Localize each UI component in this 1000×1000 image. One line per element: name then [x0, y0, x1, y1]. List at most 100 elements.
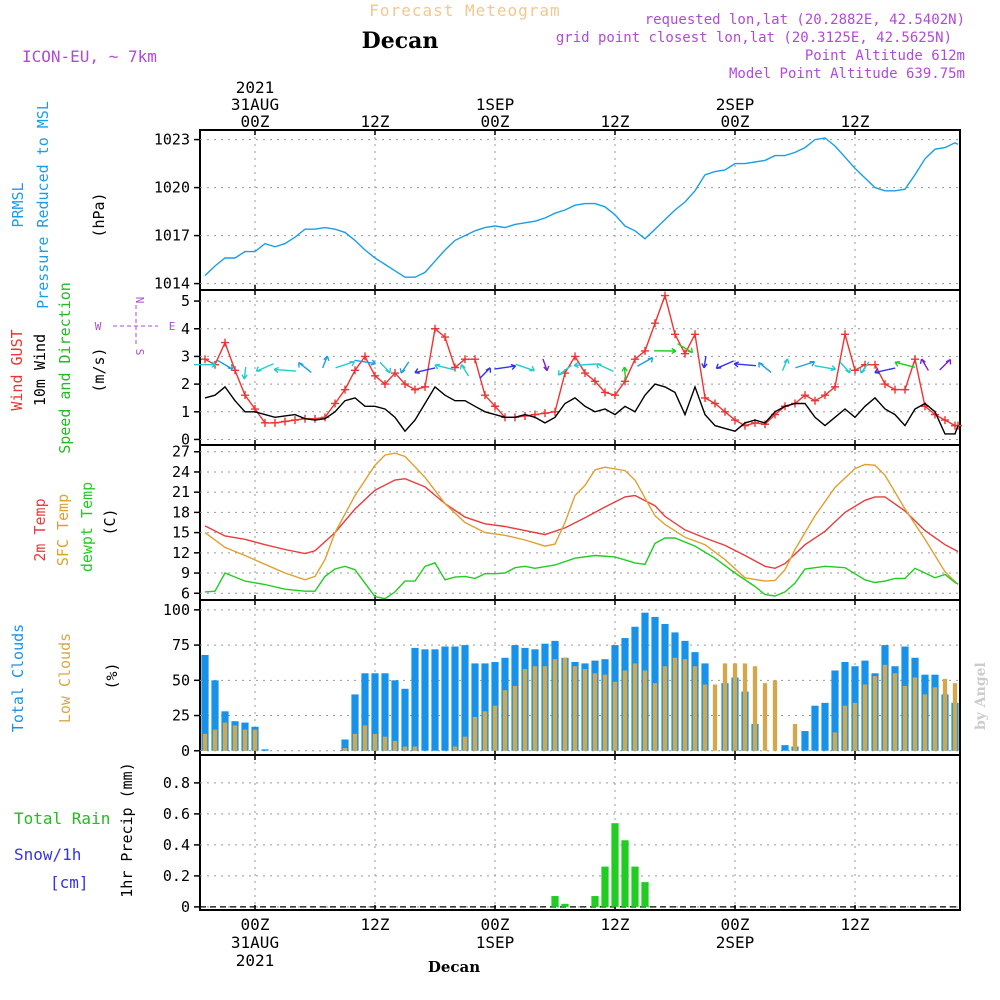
place-title: Decan — [362, 28, 439, 54]
compass-s: S — [133, 349, 146, 356]
low-cloud-bar — [652, 683, 658, 751]
low-cloud-bar — [892, 673, 898, 751]
low-clouds-label: Low Clouds — [56, 633, 74, 723]
y-tick-label: 0 — [181, 742, 190, 760]
snow-cm-label: [cm] — [50, 873, 89, 892]
gust-marker — [361, 352, 369, 361]
low-cloud-bar — [482, 711, 488, 751]
gust-marker — [381, 380, 389, 389]
low-cloud-bar — [562, 657, 568, 751]
low-cloud-bar — [472, 716, 478, 751]
low-cloud-bar — [922, 694, 928, 751]
wind-direction-arrow — [542, 358, 550, 372]
total-clouds-label: Total Clouds — [9, 624, 27, 732]
gust-marker — [901, 385, 909, 394]
series-line-prmsl — [204, 137, 959, 278]
low-cloud-bar — [602, 674, 608, 751]
low-cloud-bar — [462, 736, 468, 751]
y-tick-label: 0.2 — [163, 867, 190, 885]
gust-marker — [461, 355, 469, 364]
pressure-unit-label: (hPa) — [90, 192, 108, 237]
low-cloud-bar — [682, 659, 688, 751]
low-cloud-bar — [842, 705, 848, 751]
wind10-label: 10m Wind — [31, 334, 49, 406]
total-cloud-bar — [431, 649, 439, 751]
low-cloud-bar — [732, 663, 738, 751]
requested-coords: requested lon,lat (20.2882E, 42.5402N) — [645, 12, 965, 28]
low-cloud-bar — [542, 666, 548, 751]
wind-direction-arrow — [573, 361, 596, 369]
time-label-bottom: 12Z — [841, 915, 870, 934]
low-cloud-bar — [212, 729, 218, 751]
gust-marker — [491, 402, 499, 411]
y-tick-label: 3 — [181, 347, 190, 365]
total-cloud-bar — [821, 702, 829, 751]
total-cloud-bar — [391, 680, 399, 751]
total-cloud-bar — [381, 673, 389, 751]
compass-icon: W E N S — [95, 297, 176, 356]
y-tick-label: 24 — [172, 463, 190, 481]
total-cloud-bar — [781, 745, 789, 751]
gust-marker — [611, 391, 619, 400]
y-tick-label: 100 — [163, 601, 190, 619]
low-cloud-bar — [792, 724, 798, 751]
wind-direction-arrow — [322, 355, 330, 369]
low-cloud-bar — [242, 729, 248, 751]
low-cloud-bar — [662, 666, 668, 751]
wind-direction-arrow — [715, 360, 734, 370]
gust-marker — [311, 414, 319, 423]
gust-marker — [341, 385, 349, 394]
time-label-top: 12Z — [841, 112, 870, 131]
gust-marker — [401, 380, 409, 389]
total-cloud-bar — [481, 663, 489, 751]
gust-marker — [881, 380, 889, 389]
low-cloud-bar — [722, 663, 728, 751]
wind-direction-arrow — [814, 365, 837, 372]
temp-unit-label: (C) — [101, 508, 119, 535]
dewpt-label: dewpt Temp — [78, 482, 96, 572]
wind-direction-arrow — [733, 361, 756, 368]
y-tick-label: 0 — [181, 430, 190, 448]
low-cloud-bar — [872, 676, 878, 751]
wind-direction-arrow — [653, 347, 677, 355]
wind-direction-arrow — [479, 367, 492, 379]
gust-marker — [331, 399, 339, 408]
y-tick-label: 1 — [181, 403, 190, 421]
low-cloud-bar — [372, 733, 378, 751]
gust-marker — [551, 407, 559, 416]
gust-marker — [601, 388, 609, 397]
gust-marker — [571, 352, 579, 361]
wind-direction-arrow — [515, 363, 535, 372]
panel-precip — [194, 754, 961, 911]
low-cloud-bar — [522, 669, 528, 751]
wind-side-labels: Wind GUST 10m Wind Speed and Direction (… — [8, 282, 175, 454]
temp-side-labels: 2m Temp SFC Temp dewpt Temp (C) — [31, 482, 119, 572]
low-cloud-bar — [382, 736, 388, 751]
gust-marker — [201, 355, 209, 364]
y-tick-label: 18 — [172, 503, 190, 521]
wind-direction-arrow — [434, 363, 456, 371]
time-label-bottom: 00Z — [481, 915, 510, 934]
gust-marker — [731, 416, 739, 425]
low-cloud-bar — [582, 669, 588, 751]
low-cloud-bar — [532, 666, 538, 751]
gust-label: Wind GUST — [8, 329, 26, 410]
rain-bar — [621, 840, 629, 907]
panel-wind — [194, 289, 962, 446]
low-cloud-bar — [672, 657, 678, 751]
low-cloud-bar — [552, 659, 558, 751]
gust-marker — [481, 391, 489, 400]
gust-marker — [841, 330, 849, 339]
total-cloud-bar — [441, 646, 449, 751]
y-tick-label: 1017 — [154, 227, 190, 245]
compass-e: E — [169, 320, 176, 333]
low-cloud-bar — [882, 664, 888, 751]
wind-direction-arrow — [919, 358, 930, 371]
total-cloud-bar — [361, 673, 369, 751]
gust-marker — [351, 366, 359, 375]
gust-marker — [821, 391, 829, 400]
gust-marker — [471, 355, 479, 364]
time-label-bottom: 12Z — [361, 915, 390, 934]
low-cloud-bar — [592, 673, 598, 751]
